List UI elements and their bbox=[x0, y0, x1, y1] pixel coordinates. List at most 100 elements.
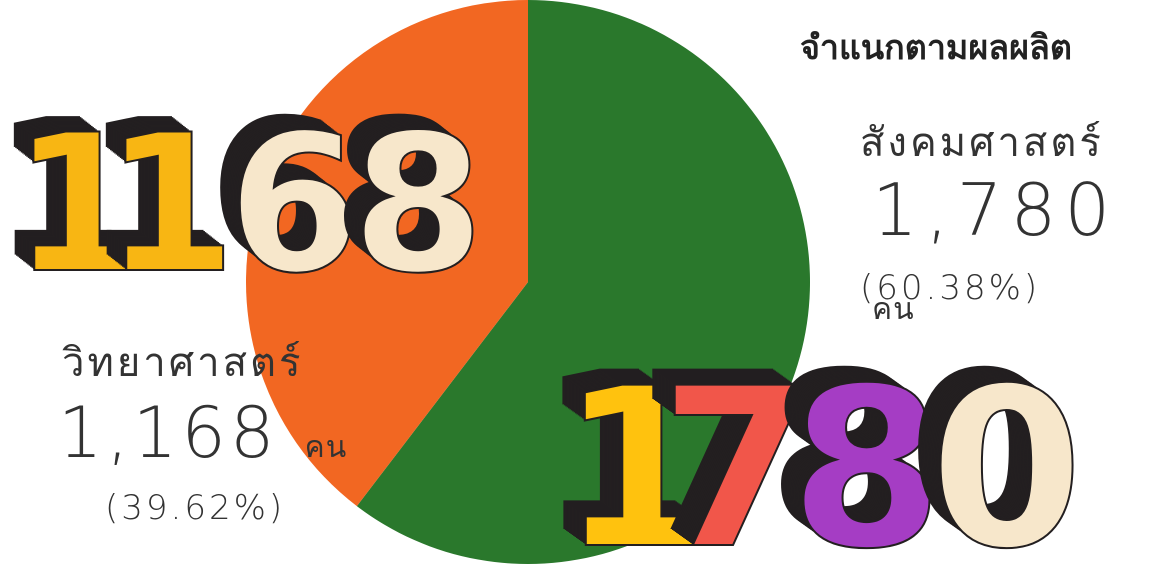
big-science-digit-0-shadow: 1 bbox=[9, 92, 141, 313]
big-social-digit-2-shadow: 8 bbox=[775, 330, 928, 586]
big-social-digit-3-shadow: 0 bbox=[910, 327, 1063, 583]
social-percent: (60.38%) bbox=[860, 268, 1041, 308]
big-science-digit-2-shadow: 6 bbox=[218, 86, 350, 307]
big-science-digit-2-shadow: 6 bbox=[213, 82, 345, 303]
big-social-digit-1-shadow: 7 bbox=[647, 332, 800, 587]
big-science-digit-1-shadow: 1 bbox=[84, 79, 216, 300]
big-science-digit-0-shadow: 1 bbox=[0, 82, 129, 303]
chart-title: จำแนกตามผลผลิต bbox=[800, 28, 1072, 68]
big-social-digit-1-shadow: 7 bbox=[652, 335, 805, 587]
big-social-digit-0-shadow: 1 bbox=[550, 334, 703, 587]
big-science-digit-0-shadow: 1 bbox=[5, 89, 137, 310]
big-science-digit-2-shadow: 6 bbox=[210, 80, 342, 301]
big-science-digit-2-shadow: 6 bbox=[220, 87, 352, 308]
big-social-digit-0-shadow: 1 bbox=[538, 325, 691, 581]
big-social-digit-1-shadow: 7 bbox=[645, 330, 798, 586]
big-social-digit-0-shadow: 1 bbox=[552, 335, 705, 587]
big-science-digit-2: 6 bbox=[228, 94, 360, 315]
big-science-digit-0-shadow: 1 bbox=[0, 80, 126, 301]
big-science-digit-0-shadow: 1 bbox=[0, 81, 127, 302]
big-social-digit-2-shadow: 8 bbox=[784, 337, 937, 587]
social-value-number: 1,780 bbox=[872, 168, 1119, 252]
big-science-digit-2-shadow: 6 bbox=[214, 83, 346, 304]
pie-slice-science bbox=[246, 0, 529, 507]
big-social-digit-1-shadow: 7 bbox=[640, 327, 793, 583]
big-social-digit-1-shadow: 7 bbox=[643, 329, 796, 585]
big-science-digit-3-shadow: 8 bbox=[334, 80, 466, 301]
big-social-digit-3-shadow: 0 bbox=[909, 326, 1062, 582]
big-science-digit-2-shadow: 6 bbox=[211, 81, 343, 302]
pie-slice-social bbox=[356, 0, 810, 564]
big-science-digit-1-shadow: 1 bbox=[86, 80, 218, 301]
big-social-digit-2-shadow: 8 bbox=[787, 339, 940, 587]
big-social-digit-0-shadow: 1 bbox=[556, 338, 709, 587]
big-science-digit-3-shadow: 8 bbox=[344, 87, 476, 308]
big-social-digit-2-shadow: 8 bbox=[772, 328, 925, 584]
big-social-digit-3-shadow: 0 bbox=[926, 338, 1079, 587]
big-science-digit-1-shadow: 1 bbox=[91, 84, 223, 305]
big-social-digit-2-shadow: 8 bbox=[789, 340, 942, 587]
big-social-digit-1-shadow: 7 bbox=[656, 338, 809, 587]
big-social-digit-1-shadow: 7 bbox=[654, 337, 807, 587]
big-social-digit-3-shadow: 0 bbox=[916, 331, 1069, 587]
science-percent: (39.62%) bbox=[105, 488, 286, 528]
big-science-digit-0-shadow: 1 bbox=[0, 79, 125, 300]
big-social-digit-1-shadow: 7 bbox=[646, 331, 799, 587]
big-social-digit-2-shadow: 8 bbox=[779, 333, 932, 587]
social-unit: คน bbox=[872, 292, 915, 327]
big-science-digit-1-shadow: 1 bbox=[90, 83, 222, 304]
big-science-digit-1-shadow: 1 bbox=[98, 90, 230, 311]
big-science-digit-1: 1 bbox=[104, 94, 236, 315]
big-social-digit-0-shadow: 1 bbox=[547, 332, 700, 587]
big-social-digit-0-shadow: 1 bbox=[553, 336, 706, 587]
pie-slices bbox=[246, 0, 810, 564]
big-social-digit-1-shadow: 7 bbox=[657, 339, 810, 587]
big-social-digit-2-shadow: 8 bbox=[777, 332, 930, 587]
big-science-digit-3-shadow: 8 bbox=[346, 90, 478, 311]
big-social-digit-1-shadow: 7 bbox=[650, 334, 803, 587]
big-social-digit-3: 0 bbox=[930, 341, 1083, 587]
big-science-digit-1-shadow: 1 bbox=[100, 91, 232, 312]
big-social-digit-3-shadow: 0 bbox=[912, 328, 1065, 584]
big-science-digit-2-shadow: 6 bbox=[224, 91, 356, 312]
big-science-digit-3-shadow: 8 bbox=[332, 79, 464, 300]
big-science-digit-0-shadow: 1 bbox=[0, 84, 132, 305]
big-social-digit-0-shadow: 1 bbox=[557, 339, 710, 587]
big-science-digit-1-shadow: 1 bbox=[87, 81, 219, 302]
big-science-digit-0-shadow: 1 bbox=[6, 90, 138, 311]
big-science-digit-3-shadow: 8 bbox=[335, 81, 467, 302]
big-social-digit-3-shadow: 0 bbox=[922, 335, 1075, 587]
big-social-digit-0-shadow: 1 bbox=[559, 340, 712, 587]
big-science-digit-1-shadow: 1 bbox=[101, 92, 233, 313]
big-social-digit-2-shadow: 8 bbox=[780, 334, 933, 587]
big-science-digit-1-shadow: 1 bbox=[89, 82, 221, 303]
big-science-digit-0-shadow: 1 bbox=[11, 93, 143, 314]
big-science-digit-2-shadow: 6 bbox=[208, 79, 340, 300]
big-social-digit-1-shadow: 7 bbox=[649, 333, 802, 587]
big-social-digit-1-shadow: 7 bbox=[639, 326, 792, 582]
big-social-digit-2-shadow: 8 bbox=[768, 325, 921, 581]
big-social-digit-2-shadow: 8 bbox=[782, 335, 935, 587]
big-science-digit-0-shadow: 1 bbox=[4, 87, 136, 308]
big-social-digit-1-shadow: 7 bbox=[659, 340, 812, 587]
science-value: 1,168 คน bbox=[58, 392, 347, 474]
big-social-digit-0-shadow: 1 bbox=[549, 333, 702, 587]
big-social-digit-0-shadow: 1 bbox=[540, 327, 693, 583]
social-value: 1,780 คน bbox=[872, 168, 1151, 336]
big-social-digit-3-shadow: 0 bbox=[920, 334, 1073, 587]
big-social-digit-3-shadow: 0 bbox=[927, 339, 1080, 587]
big-science-digit-3-shadow: 8 bbox=[349, 92, 481, 313]
big-social-digit-3-shadow: 0 bbox=[917, 332, 1070, 587]
big-science-digit-2-shadow: 6 bbox=[225, 92, 357, 313]
big-social-digit-0-shadow: 1 bbox=[554, 337, 707, 587]
big-science-digit-3-shadow: 8 bbox=[338, 83, 470, 304]
science-label: วิทยาศาสตร์ bbox=[62, 340, 304, 386]
big-number-social: 1111111111111111177777777777777777888888… bbox=[538, 325, 1084, 587]
big-social-digit-1-shadow: 7 bbox=[653, 336, 806, 587]
big-social-digit-2-shadow: 8 bbox=[770, 327, 923, 583]
big-science-digit-1-shadow: 1 bbox=[96, 87, 228, 308]
big-science-digit-3-shadow: 8 bbox=[345, 89, 477, 310]
big-social-digit-1-shadow: 7 bbox=[642, 328, 795, 584]
big-science-digit-0-shadow: 1 bbox=[8, 91, 140, 312]
big-social-digit-1: 7 bbox=[660, 341, 813, 587]
